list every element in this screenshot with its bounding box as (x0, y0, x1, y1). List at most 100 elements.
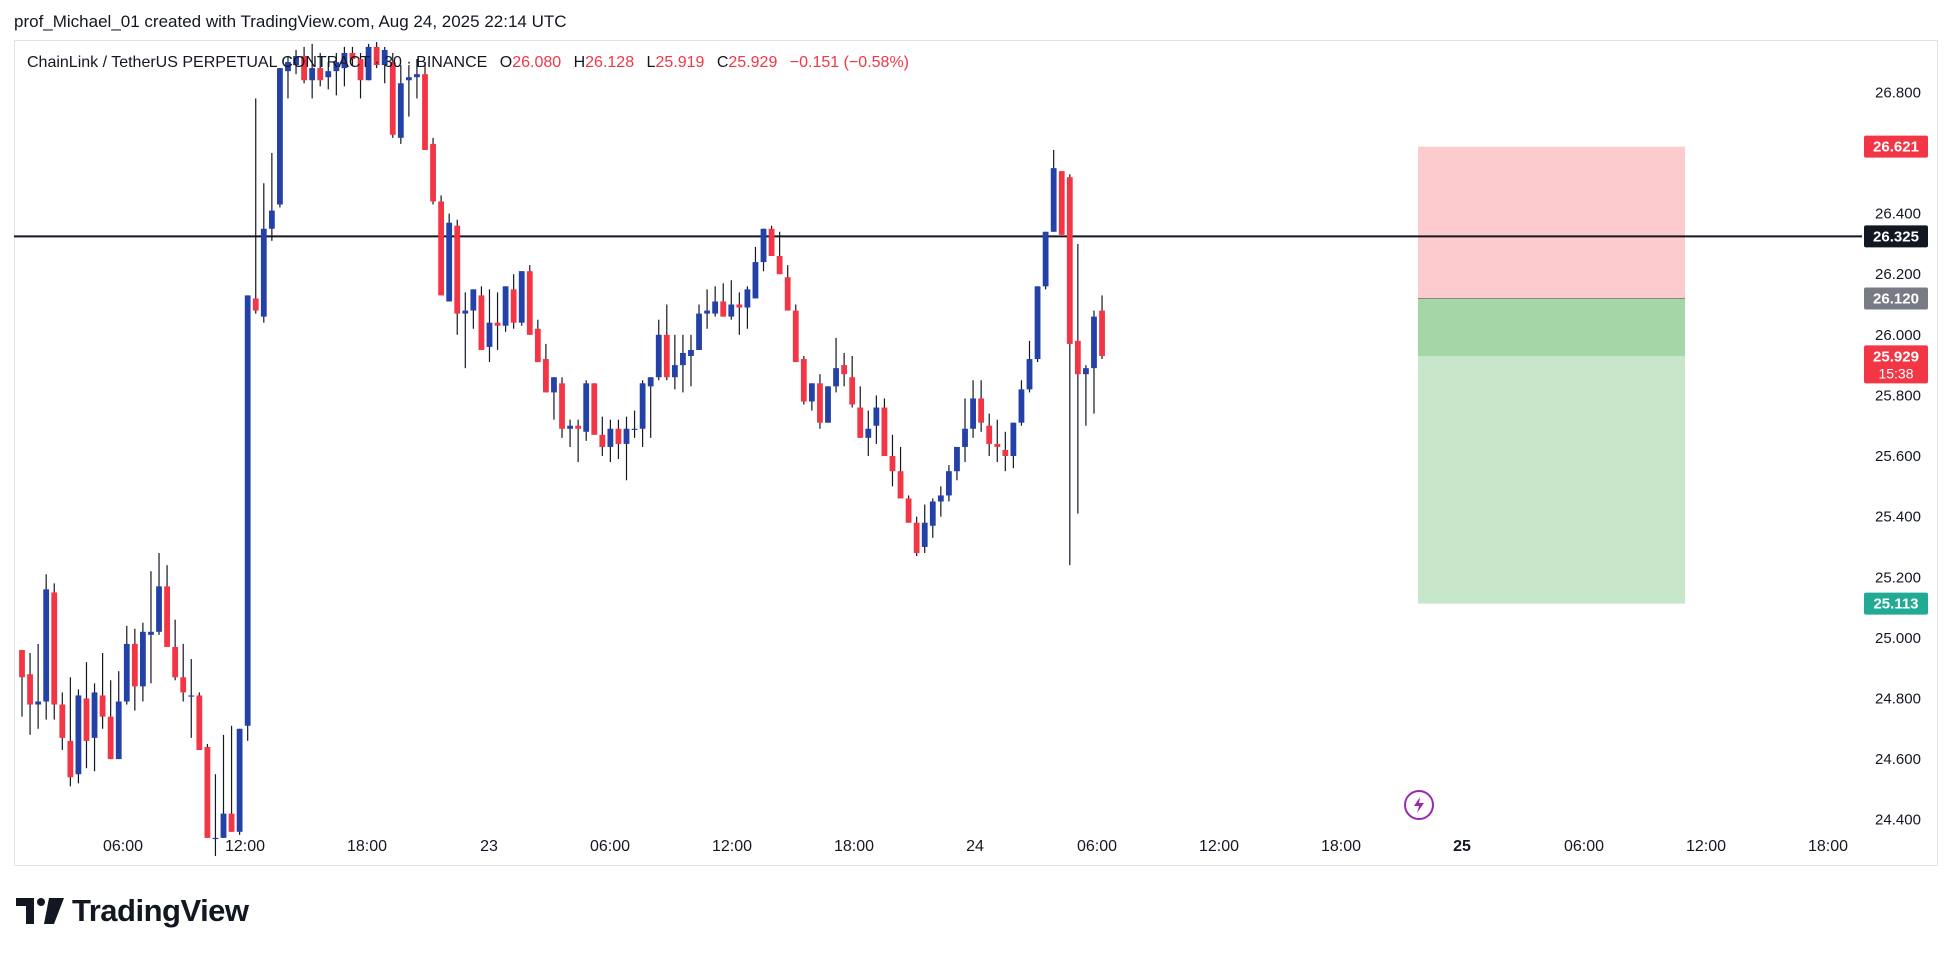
price-badge-entry: 26.120 (1864, 287, 1928, 310)
candle (768, 225, 775, 257)
x-tick-label: 06:00 (1077, 838, 1117, 855)
candle-body (244, 295, 251, 726)
candle (107, 680, 114, 760)
candle (994, 419, 1001, 463)
candle (1026, 340, 1033, 393)
x-tick-label: 23 (480, 838, 498, 855)
close-label: C (716, 54, 729, 71)
candle-body (148, 631, 154, 635)
high-label: H (573, 54, 586, 71)
candle-body (438, 201, 445, 296)
x-tick-label: 25 (1453, 838, 1471, 855)
candle-body (921, 522, 928, 547)
candle (389, 52, 396, 138)
candle-body (212, 837, 219, 840)
candle (1074, 243, 1081, 514)
candle (196, 692, 203, 750)
candle-body (414, 74, 420, 78)
x-tick-label: 18:00 (1808, 838, 1848, 855)
candle (712, 286, 719, 317)
candle-body (115, 701, 122, 760)
candle-body (293, 56, 299, 66)
candle (172, 619, 179, 681)
candle (494, 292, 501, 350)
candle (631, 410, 638, 438)
candle (115, 671, 122, 760)
candle-body (655, 334, 662, 378)
candle-body (808, 383, 815, 402)
candle-body (373, 46, 380, 66)
candle (293, 49, 299, 75)
candle-body (1099, 310, 1105, 357)
candle (131, 628, 138, 711)
y-tick-label: 25.800 (1875, 387, 1921, 404)
x-tick-label: 18:00 (1321, 838, 1361, 855)
candle-body (551, 377, 557, 393)
candle (873, 395, 880, 444)
candle-body (543, 359, 549, 393)
candle-body (833, 368, 839, 387)
candle (623, 416, 630, 481)
tradingview-logo-icon (16, 898, 64, 924)
candle (228, 725, 235, 832)
candle (1050, 149, 1057, 232)
candle (559, 377, 565, 438)
candle (841, 352, 848, 387)
candle (268, 152, 275, 241)
candle (784, 265, 791, 311)
candle (325, 62, 332, 90)
candle-body (357, 59, 364, 81)
candle-body (397, 83, 404, 138)
candle-body (841, 365, 848, 375)
lightning-icon[interactable] (1404, 790, 1434, 820)
x-tick-label: 12:00 (1199, 838, 1239, 855)
candle-body (857, 407, 864, 438)
candle (599, 416, 606, 457)
chart-frame[interactable] (14, 40, 1938, 866)
candle-body (760, 228, 767, 263)
candle-body (567, 425, 573, 429)
candle-body (728, 304, 735, 317)
candle (438, 195, 445, 296)
candle-body (204, 746, 211, 838)
candle (776, 231, 783, 275)
candle (1018, 380, 1025, 426)
candle (317, 52, 324, 87)
candle (1002, 431, 1009, 472)
candle (309, 43, 316, 99)
candle-body (236, 728, 243, 832)
candle-body (156, 586, 162, 632)
price-badge-target: 25.113 (1864, 592, 1928, 615)
candle-body (27, 674, 33, 705)
candle-body (1074, 340, 1081, 375)
candle-body (954, 446, 960, 472)
price-badge-text: 26.325 (1873, 228, 1919, 245)
candle (83, 662, 90, 769)
high-value: 26.128 (585, 54, 635, 71)
candle-body (663, 334, 670, 378)
candle (422, 62, 428, 150)
candle-body (51, 592, 58, 705)
candle-body (172, 646, 179, 678)
candle (583, 380, 590, 441)
symbol-name[interactable]: ChainLink / TetherUS PERPETUAL CONTRACT … (27, 54, 488, 71)
candle-body (929, 501, 936, 526)
x-tick-label: 24 (966, 838, 984, 855)
candle-body (591, 383, 598, 435)
candle-body (986, 425, 993, 444)
candle (470, 289, 477, 329)
candle-body (325, 71, 332, 78)
tradingview-logo[interactable]: TradingView (16, 893, 249, 928)
candle-body (196, 695, 203, 750)
candle (946, 465, 952, 502)
candle-body (994, 443, 1001, 447)
time-axis: 06:00 12:00 18:00 23 06:00 12:00 18:00 24 06:00 1… (103, 838, 1848, 855)
candle (615, 419, 622, 460)
candle (405, 65, 412, 117)
candle-body (140, 631, 146, 687)
candle-body (180, 677, 187, 693)
countdown-text: 15:38 (1878, 365, 1913, 381)
candle (889, 434, 896, 487)
candle (518, 271, 525, 326)
